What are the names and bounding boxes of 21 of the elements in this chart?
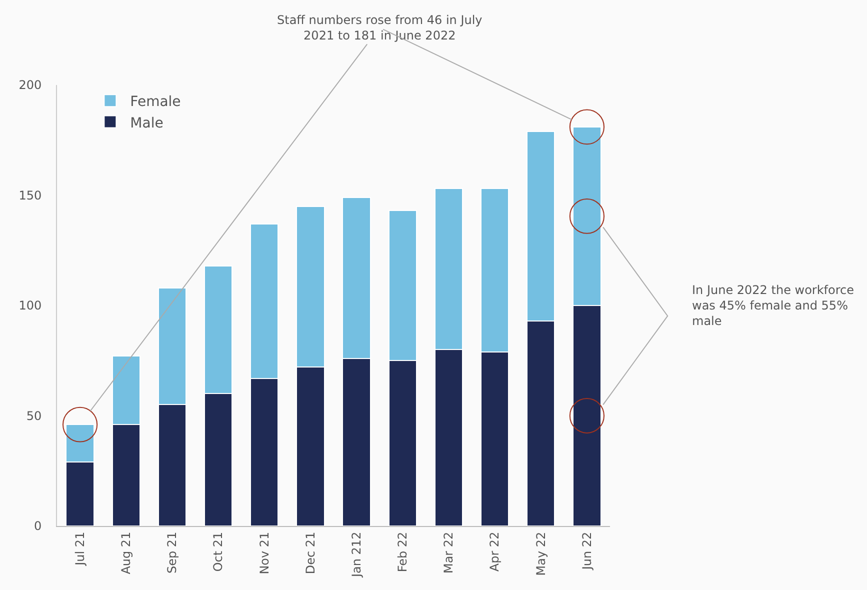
x-tick-label: May 22	[534, 532, 548, 576]
y-tick-label: 0	[34, 519, 42, 534]
legend-label: Female	[130, 94, 181, 110]
x-tick-label: Sep 21	[165, 532, 180, 574]
y-tick-label: 50	[26, 408, 42, 423]
y-tick-label: 100	[18, 298, 42, 313]
y-tick-label: 150	[18, 188, 42, 202]
x-tick-label: Apr 22	[488, 532, 502, 572]
x-tick-label: Jul 21	[72, 532, 87, 566]
x-tick-label: Aug 21	[119, 532, 134, 574]
x-tick-label: Dec 21	[303, 532, 318, 574]
legend-label: Male	[130, 115, 164, 132]
x-tick-label: Oct 21	[211, 532, 226, 572]
x-tick-label: Mar 22	[442, 532, 456, 574]
x-tick-label: Jan 212	[349, 532, 364, 578]
x-tick-label: Jun 22	[580, 532, 594, 571]
y-tick-label: 200	[18, 78, 42, 92]
x-tick-label: Nov 21	[257, 532, 272, 574]
text: Staff numbers rose from 46 in July 2021 to 181 in June 2022	[277, 13, 482, 43]
text: In June 2022 the workforce was 45% female and 55% male	[692, 283, 854, 328]
x-tick-label: Feb 22	[396, 532, 410, 572]
